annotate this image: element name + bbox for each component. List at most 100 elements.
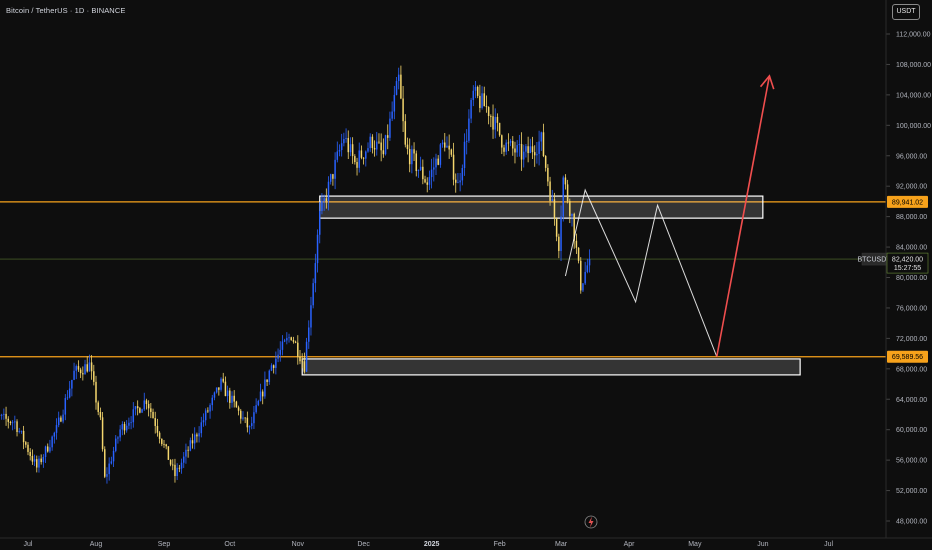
candle-body: [40, 458, 42, 463]
candle-body: [356, 162, 358, 168]
candle: [564, 174, 567, 190]
candle-body: [101, 417, 104, 450]
candle-body: [27, 444, 29, 452]
candle-body: [321, 200, 323, 211]
candle: [454, 173, 457, 193]
candle: [99, 407, 102, 421]
candle: [294, 340, 297, 344]
candle-body: [68, 388, 71, 398]
currency-button[interactable]: USDT: [892, 4, 920, 20]
x-tick-label: Oct: [224, 541, 235, 548]
candle: [77, 360, 80, 372]
candle-body: [411, 149, 413, 165]
y-tick-label: 88,000.00: [896, 214, 927, 221]
candle-body: [36, 459, 38, 468]
candle: [123, 421, 126, 435]
candle: [292, 336, 295, 344]
candle: [134, 405, 137, 416]
candle-body: [369, 136, 371, 149]
candle-body: [73, 370, 75, 380]
y-tick-label: 52,000.00: [896, 488, 927, 495]
candle-body: [108, 463, 110, 475]
candle: [163, 439, 165, 448]
candle: [501, 134, 503, 155]
candle-body: [66, 397, 69, 399]
candle: [358, 142, 360, 173]
candle-body: [156, 425, 159, 433]
candle: [547, 164, 549, 187]
candle: [11, 420, 14, 431]
candle-body: [154, 418, 156, 426]
candle: [516, 140, 518, 157]
candle-body: [422, 166, 424, 180]
candle: [145, 398, 148, 410]
candle: [577, 247, 580, 264]
candle: [580, 257, 582, 294]
candle: [312, 278, 314, 309]
candle: [496, 113, 499, 132]
candle: [204, 408, 207, 426]
candle-body: [275, 358, 277, 368]
candle-body: [481, 93, 483, 108]
candle: [187, 446, 189, 458]
candle-body: [79, 369, 82, 374]
candle-body: [518, 144, 521, 146]
candle-body: [558, 236, 560, 251]
candle-body: [51, 436, 53, 448]
candle: [492, 104, 494, 139]
candle-body: [193, 434, 196, 444]
candle-body: [283, 340, 286, 342]
y-tick-label: 84,000.00: [896, 245, 927, 252]
candle-body: [5, 413, 7, 419]
candle-body: [461, 167, 464, 181]
candle-body: [141, 409, 143, 413]
candle: [29, 448, 31, 461]
candle-body: [549, 181, 551, 201]
candle: [446, 136, 448, 148]
candle-body: [134, 406, 137, 410]
candle: [544, 155, 547, 172]
x-tick-label: Mar: [555, 541, 568, 548]
candle-body: [507, 142, 510, 144]
candle-body: [439, 144, 442, 165]
candle: [428, 170, 431, 190]
candle-body: [551, 199, 554, 201]
x-tick-label: Nov: [292, 541, 305, 548]
candle: [279, 341, 282, 362]
candle-body: [308, 327, 310, 342]
candle-body: [474, 86, 477, 91]
candle-body: [71, 379, 73, 389]
lightning-icon: [584, 515, 598, 529]
candle-body: [472, 90, 475, 100]
candle-body: [424, 179, 426, 183]
candle: [161, 438, 163, 447]
candle: [329, 173, 332, 185]
candle-body: [104, 449, 106, 477]
candle-body: [246, 417, 249, 428]
candle-body: [176, 467, 178, 477]
candle-body: [450, 149, 453, 155]
candle-body: [145, 400, 148, 404]
candle: [424, 175, 426, 184]
candle-body: [9, 421, 12, 423]
candle-body: [566, 184, 569, 202]
level-tag-bg: [887, 350, 928, 363]
candle-body: [93, 371, 95, 382]
candle-body: [402, 98, 404, 122]
candle-body: [11, 422, 14, 424]
candle-body: [174, 464, 176, 477]
candle-body: [288, 337, 290, 339]
candle: [571, 213, 573, 227]
candle: [505, 139, 507, 155]
candle: [207, 407, 209, 413]
candle: [395, 76, 398, 96]
candle-body: [454, 179, 457, 183]
candle: [343, 132, 345, 147]
y-tick-label: 112,000.00: [896, 32, 931, 39]
candle: [426, 177, 428, 193]
candle-body: [301, 361, 303, 363]
candle-body: [268, 370, 271, 382]
candle: [185, 443, 187, 464]
candle-body: [60, 417, 62, 422]
